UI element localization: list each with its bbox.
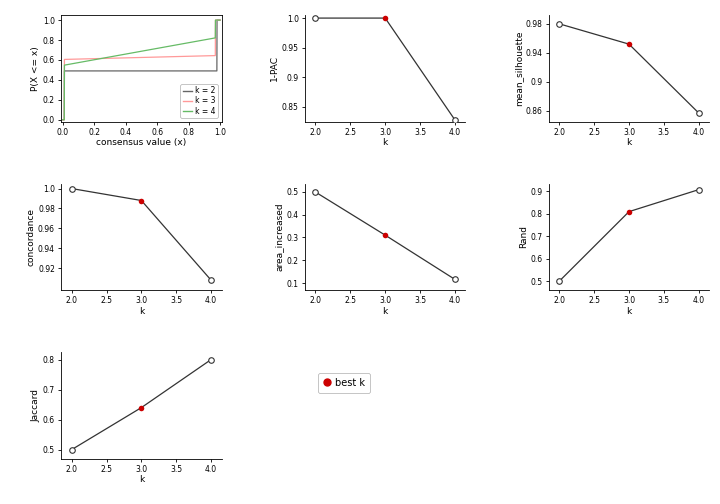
- X-axis label: k: k: [382, 307, 388, 316]
- X-axis label: k: k: [626, 307, 631, 316]
- Y-axis label: mean_silhouette: mean_silhouette: [514, 31, 523, 106]
- Y-axis label: area_increased: area_increased: [275, 203, 284, 271]
- Legend: best k: best k: [318, 373, 370, 393]
- Y-axis label: 1-PAC: 1-PAC: [270, 55, 279, 82]
- Y-axis label: Jaccard: Jaccard: [31, 389, 40, 422]
- X-axis label: k: k: [139, 475, 144, 484]
- Y-axis label: P(X <= x): P(X <= x): [31, 46, 40, 91]
- Y-axis label: Rand: Rand: [518, 225, 528, 248]
- Legend: k = 2, k = 3, k = 4: k = 2, k = 3, k = 4: [181, 84, 217, 118]
- X-axis label: consensus value (x): consensus value (x): [96, 139, 186, 147]
- X-axis label: k: k: [626, 139, 631, 147]
- X-axis label: k: k: [382, 139, 388, 147]
- Y-axis label: concordance: concordance: [26, 208, 35, 266]
- X-axis label: k: k: [139, 307, 144, 316]
